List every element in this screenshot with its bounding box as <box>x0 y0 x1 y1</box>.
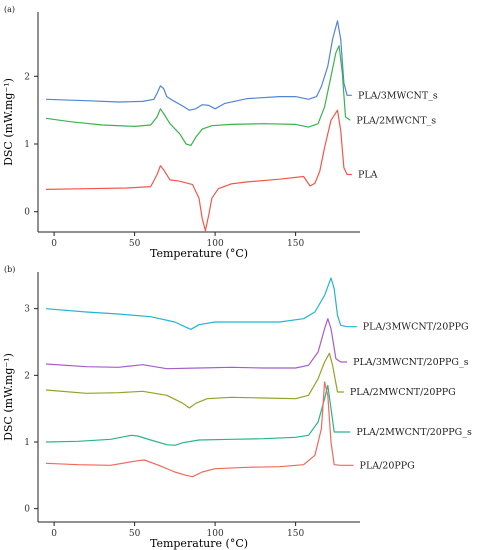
y-tick-label: 2 <box>24 72 30 82</box>
x-axis-title: Temperature (°C) <box>150 537 248 550</box>
x-axis-title: Temperature (°C) <box>150 247 248 260</box>
y-tick-label: 0 <box>24 208 30 218</box>
x-tick-label: 150 <box>287 529 304 539</box>
series-label: PLA/2MWCNT/20PPG <box>350 387 456 398</box>
y-tick-label: 1 <box>24 140 30 150</box>
y-tick-label: 1 <box>24 438 30 448</box>
y-axis-title: DSC (mW.mg⁻¹) <box>2 78 15 166</box>
series-label: PLA/2MWCNT_s <box>356 115 436 126</box>
series-label: PLA/3MWCNT_s <box>358 90 438 101</box>
series-line <box>45 20 352 111</box>
x-tick-label: 100 <box>207 529 224 539</box>
x-tick-label: 100 <box>207 239 224 249</box>
series-label: PLA/3MWCNT/20PPG_s <box>353 357 469 368</box>
series-line <box>45 384 351 446</box>
x-tick-label: 50 <box>129 529 141 539</box>
series-line <box>45 381 354 478</box>
panel-b: (b) 0 50 100 150 0 1 2 3 Temperature (°C) DSC (mW.… <box>2 265 472 550</box>
series-label: PLA/20PPG <box>360 460 415 471</box>
x-tick-label: 0 <box>51 239 57 249</box>
series-label: PLA <box>358 169 378 180</box>
panel-tag: (b) <box>4 265 15 274</box>
series-line <box>45 277 357 330</box>
x-tick-label: 0 <box>51 529 57 539</box>
series-line <box>45 352 344 409</box>
series-label: PLA/3MWCNT/20PPG <box>363 322 469 333</box>
series-line <box>45 109 352 232</box>
y-tick-label: 0 <box>24 505 30 515</box>
panel-a: (a) 0 50 100 150 0 1 2 Temperature (°C) DSC (mW.m… <box>2 5 438 260</box>
y-tick-label: 2 <box>24 371 30 381</box>
x-tick-label: 150 <box>287 239 304 249</box>
series-line <box>45 318 348 370</box>
series-label: PLA/2MWCNT/20PPG_s <box>356 427 472 438</box>
panel-tag: (a) <box>4 5 15 14</box>
x-tick-label: 50 <box>129 239 141 249</box>
y-axis-title: DSC (mW.mg⁻¹) <box>2 353 15 441</box>
y-tick-label: 3 <box>24 305 30 315</box>
series-line <box>45 45 351 146</box>
